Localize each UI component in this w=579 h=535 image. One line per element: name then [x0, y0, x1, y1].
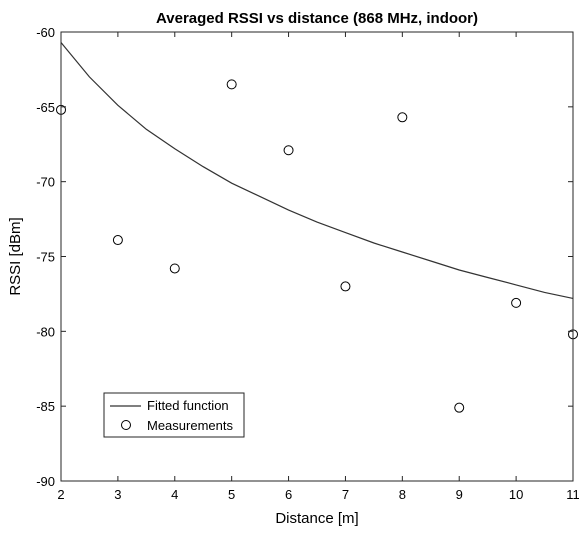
y-tick-label: -90	[36, 474, 55, 489]
legend: Fitted function Measurements	[103, 392, 245, 438]
x-tick-label: 4	[171, 487, 178, 502]
x-tick-label: 9	[456, 487, 463, 502]
measurement-point	[226, 79, 237, 90]
measurement-point	[511, 297, 522, 308]
y-tick-label: -85	[36, 399, 55, 414]
x-tick-label: 2	[57, 487, 64, 502]
x-axis-label: Distance [m]	[275, 510, 358, 527]
x-tick-label: 7	[342, 487, 349, 502]
chart-title: Averaged RSSI vs distance (868 MHz, indo…	[156, 10, 478, 27]
measurement-point	[397, 112, 408, 123]
measurement-point	[454, 402, 465, 413]
x-tick-label: 8	[399, 487, 406, 502]
x-tick-label: 11	[566, 487, 579, 502]
y-tick-label: -60	[36, 25, 55, 40]
x-tick-label: 3	[114, 487, 121, 502]
measurement-point	[340, 281, 351, 292]
fitted-function-line	[60, 42, 574, 299]
measurement-point	[169, 263, 180, 274]
x-tick-label: 5	[228, 487, 235, 502]
chart-marks	[56, 42, 578, 413]
measurement-point	[112, 235, 123, 246]
y-axis-label: RSSI [dBm]	[7, 217, 24, 295]
y-tick-label: -70	[36, 175, 55, 190]
measurement-point	[283, 145, 294, 156]
x-tick-label: 10	[509, 487, 523, 502]
y-tick-label: -80	[36, 324, 55, 339]
axis-ticks: 2 3 4 5 6 7 8 9 10 11 -90 -85 -80 -75 -70 -65 -60	[36, 25, 579, 502]
legend-measurements-label: Measurements	[147, 418, 233, 433]
x-tick-label: 6	[285, 487, 292, 502]
legend-measurements-swatch	[121, 420, 131, 430]
y-tick-label: -75	[36, 250, 55, 265]
legend-fitted-function-label: Fitted function	[147, 398, 229, 413]
y-tick-label: -65	[36, 100, 55, 115]
